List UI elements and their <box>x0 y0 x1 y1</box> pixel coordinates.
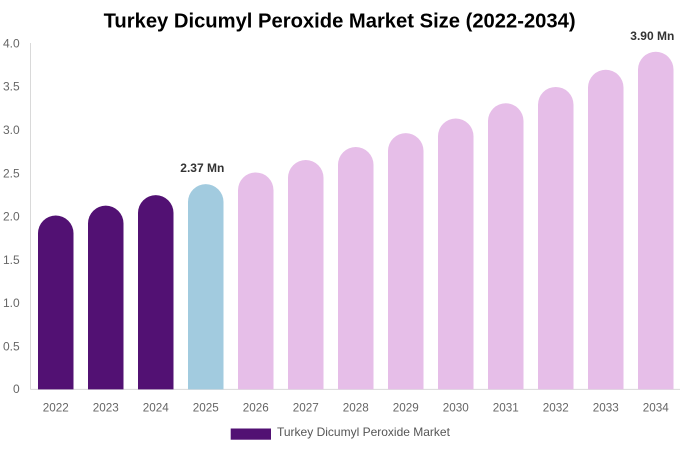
svg-text:2029: 2029 <box>393 400 419 414</box>
svg-text:2.37 Mn: 2.37 Mn <box>180 161 224 175</box>
svg-text:Turkey Dicumyl Peroxide Market: Turkey Dicumyl Peroxide Market <box>277 425 451 439</box>
svg-text:2031: 2031 <box>493 400 519 414</box>
svg-text:2034: 2034 <box>643 400 669 414</box>
svg-text:4.0: 4.0 <box>3 36 20 50</box>
svg-text:2024: 2024 <box>143 400 169 414</box>
svg-text:2033: 2033 <box>593 400 619 414</box>
svg-text:2.5: 2.5 <box>3 166 20 180</box>
svg-text:3.5: 3.5 <box>3 80 20 94</box>
svg-text:1.5: 1.5 <box>3 253 20 267</box>
svg-text:Turkey Dicumyl Peroxide Market: Turkey Dicumyl Peroxide Market Size (202… <box>104 10 576 32</box>
svg-text:2022: 2022 <box>43 400 69 414</box>
svg-text:2030: 2030 <box>443 400 469 414</box>
svg-text:2023: 2023 <box>93 400 119 414</box>
svg-text:3.90 Mn: 3.90 Mn <box>630 29 674 43</box>
svg-text:2026: 2026 <box>243 400 269 414</box>
svg-text:3.0: 3.0 <box>3 123 20 137</box>
svg-text:2.0: 2.0 <box>3 210 20 224</box>
svg-text:1.0: 1.0 <box>3 296 20 310</box>
svg-text:2027: 2027 <box>293 400 319 414</box>
svg-text:2032: 2032 <box>543 400 569 414</box>
svg-text:2028: 2028 <box>343 400 369 414</box>
svg-text:0.5: 0.5 <box>3 339 20 353</box>
svg-text:2025: 2025 <box>193 400 219 414</box>
svg-text:0: 0 <box>13 382 20 396</box>
